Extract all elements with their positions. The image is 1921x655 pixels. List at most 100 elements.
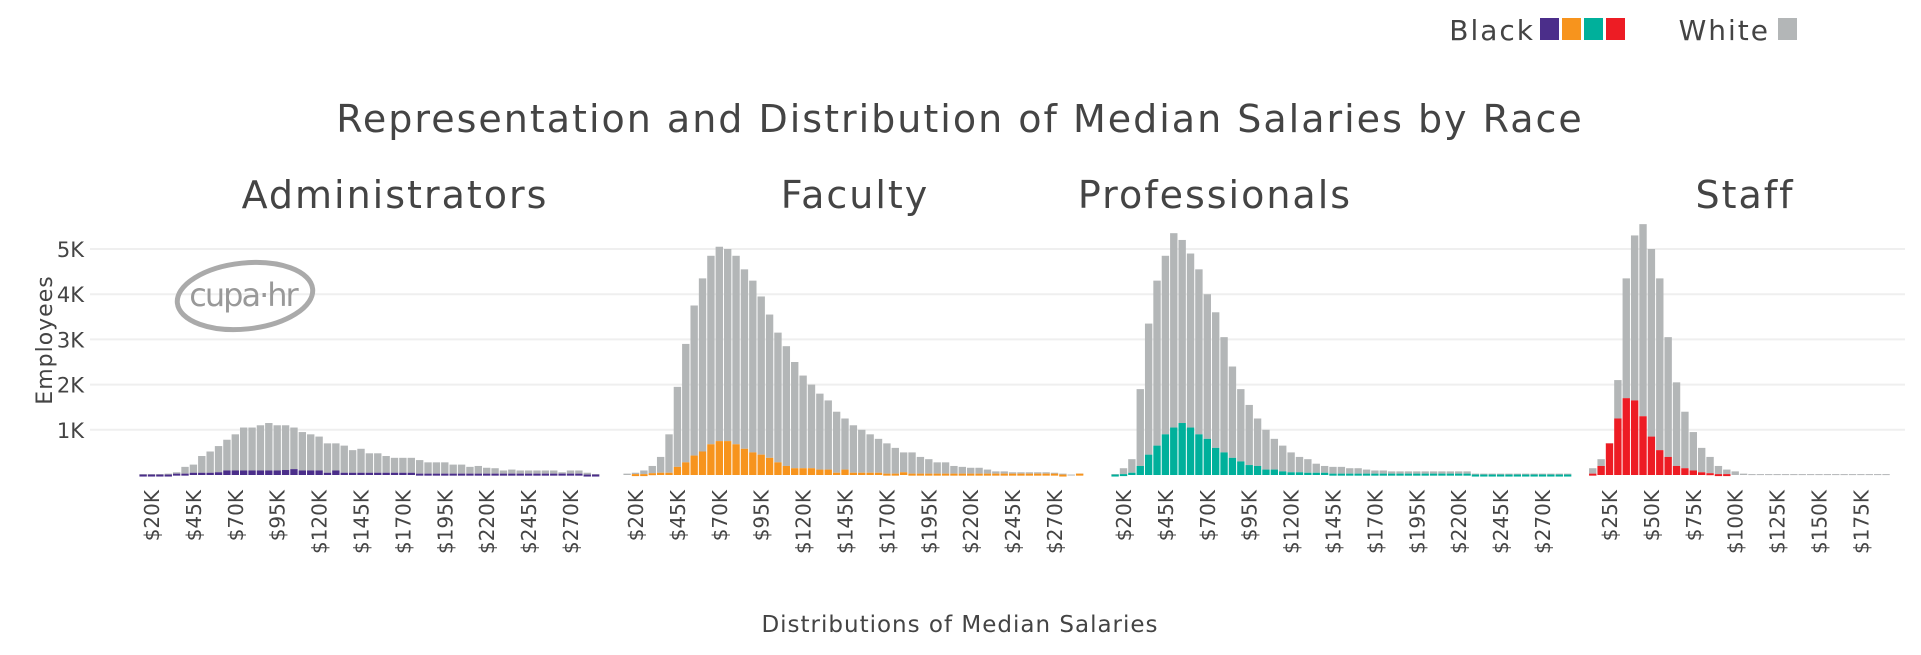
bar-white xyxy=(332,443,340,471)
bar-black xyxy=(1371,473,1379,476)
y-tick-label: 1K xyxy=(57,419,85,443)
bar-black xyxy=(1639,416,1647,475)
bar-white xyxy=(1178,239,1186,424)
bar-white xyxy=(1371,470,1379,474)
bar-black xyxy=(1000,473,1008,476)
bar-black xyxy=(365,472,374,475)
x-tick-label: $270K xyxy=(1531,489,1555,554)
bar-black xyxy=(1605,443,1614,475)
bar-white xyxy=(723,249,732,442)
bar-white xyxy=(1630,235,1639,401)
bar-white xyxy=(1170,233,1178,428)
bar-white xyxy=(967,467,975,474)
bar-black xyxy=(740,448,749,475)
bar-white xyxy=(1438,471,1446,474)
bar-white xyxy=(1882,474,1890,476)
panel-administrators: Administrators $20K $45K $70K $95K $120K $145K… xyxy=(139,173,600,554)
bar-white xyxy=(648,465,656,474)
bar-black xyxy=(858,472,866,475)
x-tick-label: $45K xyxy=(182,489,206,541)
bar-black xyxy=(399,472,407,475)
bar-white xyxy=(1848,474,1857,476)
bar-black xyxy=(466,473,474,476)
bar-black xyxy=(1689,470,1697,475)
bar-white xyxy=(1597,459,1605,466)
bar-black xyxy=(449,473,457,476)
bar-white xyxy=(265,423,273,471)
bar-white xyxy=(365,453,374,473)
bar-black xyxy=(782,465,791,475)
bar-black xyxy=(1161,434,1170,475)
bar-black xyxy=(1178,423,1186,475)
bar-white xyxy=(1279,445,1287,472)
bar-black xyxy=(139,474,147,477)
y-tick-label: 3K xyxy=(57,328,85,352)
bar-white xyxy=(1346,468,1354,474)
bar-black xyxy=(172,473,181,476)
bar-white xyxy=(499,470,508,474)
bar-white xyxy=(782,346,791,466)
legend-swatch-black xyxy=(1562,18,1581,40)
bar-white xyxy=(1873,474,1882,476)
panel-staff: Staff $25K $50K $75K $100K $125K $150K $175K xyxy=(1589,173,1890,554)
y-axis-label: Employees xyxy=(33,275,58,404)
x-tick-label: $100K xyxy=(1724,489,1748,554)
bar-white xyxy=(883,443,891,474)
bar-black xyxy=(156,474,164,477)
bar-black xyxy=(1287,472,1295,475)
bar-black xyxy=(323,472,332,475)
bar-white xyxy=(566,470,575,474)
bar-white xyxy=(1413,471,1421,474)
bar-black xyxy=(374,472,382,475)
bar-white xyxy=(1362,469,1371,474)
bar-white xyxy=(1153,280,1161,446)
legend-swatch-black xyxy=(1540,18,1559,40)
bar-black xyxy=(933,473,941,476)
x-tick-label: $220K xyxy=(959,489,983,554)
bar-black xyxy=(1337,473,1346,476)
bar-black xyxy=(1203,438,1211,475)
bar-black xyxy=(1496,474,1505,477)
bar-white xyxy=(575,470,583,474)
x-tick-label: $45K xyxy=(666,489,690,541)
bar-black xyxy=(223,470,231,475)
bar-white xyxy=(1723,469,1731,475)
chart-title: Representation and Distribution of Media… xyxy=(336,97,1584,141)
x-tick-label: $25K xyxy=(1598,489,1622,541)
bar-white xyxy=(791,362,799,469)
bar-white xyxy=(558,472,566,474)
bar-white xyxy=(1857,474,1865,476)
bar-black xyxy=(273,470,281,475)
bar-black xyxy=(1706,473,1714,476)
bar-white xyxy=(1656,278,1664,451)
bar-black xyxy=(256,470,265,475)
legend-label-black: Black xyxy=(1449,14,1535,47)
bar-black xyxy=(432,473,441,476)
x-tick-label: $195K xyxy=(433,489,457,554)
bar-black xyxy=(648,473,656,476)
bar-white xyxy=(1237,389,1245,462)
bar-black xyxy=(908,473,916,476)
bar-black xyxy=(1312,472,1320,475)
bar-white xyxy=(281,425,290,471)
bar-white xyxy=(1488,473,1496,475)
bar-black xyxy=(1714,474,1723,477)
bar-white xyxy=(1195,269,1203,435)
bar-white xyxy=(1530,473,1538,475)
bar-black xyxy=(1279,471,1287,475)
bar-black xyxy=(491,473,499,476)
bar-white xyxy=(1689,432,1697,471)
bar-white xyxy=(774,332,782,463)
bar-white xyxy=(374,453,382,473)
bar-white xyxy=(382,456,390,473)
bar-black xyxy=(1547,474,1555,477)
bar-white xyxy=(1337,466,1346,474)
bar-white xyxy=(1008,472,1017,474)
x-tick-label: $145K xyxy=(1322,489,1346,554)
bar-black xyxy=(164,474,172,477)
x-tick-label: $70K xyxy=(1196,489,1220,541)
bar-black xyxy=(1237,461,1245,475)
bar-white xyxy=(1161,255,1170,435)
svg-text:cupa·hr: cupa·hr xyxy=(189,276,299,314)
bar-black xyxy=(566,473,575,476)
